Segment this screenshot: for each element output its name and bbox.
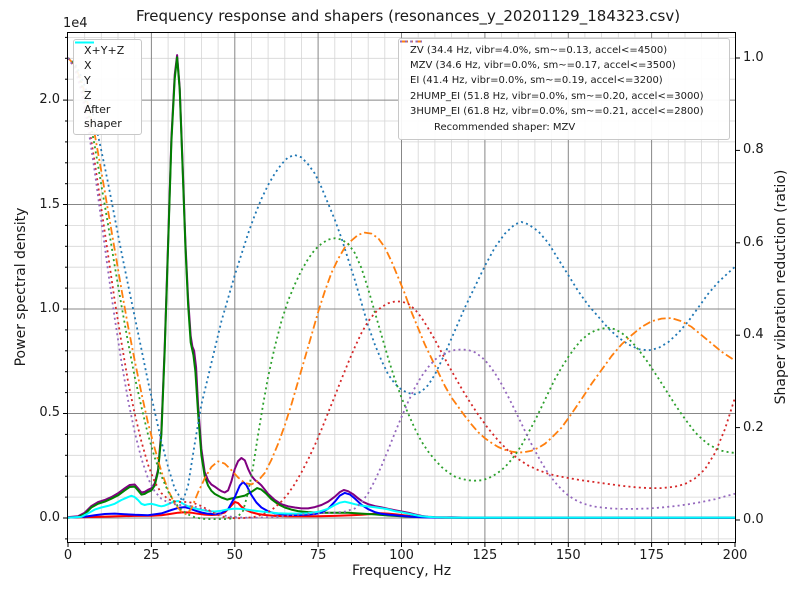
x-tick-label: 0: [63, 548, 73, 563]
curve-psd-y: [68, 56, 735, 519]
y-left-tick-label: 0.5: [39, 405, 60, 421]
curve-shaper-2hump_ei: [68, 57, 735, 520]
legend-line-sample: [400, 40, 422, 43]
shaper-legend-item-2hump_ei: 2HUMP_EI (51.8 Hz, vibr=0.0%, sm~=0.20, …: [400, 40, 723, 104]
psd-legend-item-z: Z: [75, 41, 136, 103]
curve-shaper-3hump_ei: [68, 57, 735, 519]
x-tick-label: 50: [226, 548, 244, 563]
x-tick-label: 200: [722, 548, 748, 563]
psd-legend-label: X+Y+Z: [84, 43, 125, 57]
y-right-tick-label: 0.2: [743, 419, 764, 435]
x-tick-label: 150: [555, 548, 581, 563]
curve-psd-x-y-z: [68, 54, 735, 519]
curve-shaper-zv: [68, 57, 735, 503]
psd-legend-label: X: [84, 58, 92, 72]
x-tick-label: 100: [389, 548, 414, 563]
psd-legend-item-y: Y: [75, 41, 136, 88]
psd-legend-item-after-shaper: After shaper: [75, 41, 136, 131]
psd-legend-label: Y: [84, 73, 91, 87]
shaper-legend: ZV (34.4 Hz, vibr=4.0%, sm~=0.13, accel<…: [398, 38, 730, 141]
y-left-tick-label: 1.0: [39, 301, 60, 317]
shaper-legend-label: MZV (34.6 Hz, vibr=0.0%, sm~=0.17, accel…: [410, 60, 676, 72]
psd-legend-item-x-y-z: X+Y+Z: [75, 41, 136, 58]
recommended-shaper-text: Recommended shaper: MZV: [434, 121, 576, 133]
y-axis-offset-label: 1e4: [63, 16, 88, 31]
shaper-legend-item-ei: EI (41.4 Hz, vibr=0.0%, sm~=0.19, accel<…: [400, 40, 723, 89]
recommended-shaper-note: Recommended shaper: MZV: [405, 120, 723, 135]
psd-legend: X+Y+Z X Y Z After shaper: [73, 39, 142, 135]
shaper-legend-item-3hump_ei: 3HUMP_EI (61.8 Hz, vibr=0.0%, sm~=0.21, …: [400, 40, 723, 120]
curve-psd-after-shaper: [68, 494, 735, 519]
x-tick-label: 175: [639, 548, 665, 563]
psd-legend-item-x: X: [75, 41, 136, 73]
y-right-tick-label: 0.4: [743, 327, 764, 343]
y-right-tick-label: 0.6: [743, 234, 764, 250]
tick-marks: [63, 36, 740, 547]
legend-line-sample: [75, 41, 94, 44]
y-right-tick-label: 1.0: [743, 49, 764, 65]
psd-legend-label: After shaper: [84, 103, 122, 130]
shaper-legend-label: EI (41.4 Hz, vibr=0.0%, sm~=0.19, accel<…: [410, 75, 663, 87]
y-right-tick-label: 0.8: [743, 142, 764, 158]
y-right-tick-label: 0.0: [743, 512, 764, 527]
y-left-tick-label: 0.0: [39, 509, 60, 525]
shaper-legend-label: ZV (34.4 Hz, vibr=4.0%, sm~=0.13, accel<…: [410, 44, 668, 56]
y-axis-label-left: Power spectral density: [13, 207, 29, 367]
x-tick-label: 75: [309, 548, 327, 563]
x-tick-label: 125: [472, 548, 498, 563]
shaper-legend-item-mzv: MZV (34.6 Hz, vibr=0.0%, sm~=0.17, accel…: [400, 40, 723, 73]
shaper-legend-label: 2HUMP_EI (51.8 Hz, vibr=0.0%, sm~=0.20, …: [410, 90, 704, 102]
psd-legend-label: Z: [84, 88, 92, 102]
x-axis-label: Frequency, Hz: [351, 563, 452, 579]
chart-title: Frequency response and shapers (resonanc…: [135, 7, 681, 25]
shaper-legend-item-zv: ZV (34.4 Hz, vibr=4.0%, sm~=0.13, accel<…: [400, 40, 723, 58]
x-tick-label: 25: [143, 548, 160, 563]
shaper-legend-label: 3HUMP_EI (61.8 Hz, vibr=0.0%, sm~=0.21, …: [410, 106, 704, 118]
y-axis-label-right: Shaper vibration reduction (ratio): [773, 169, 789, 405]
y-left-tick-label: 1.5: [39, 196, 60, 212]
y-left-tick-label: 2.0: [39, 92, 60, 108]
